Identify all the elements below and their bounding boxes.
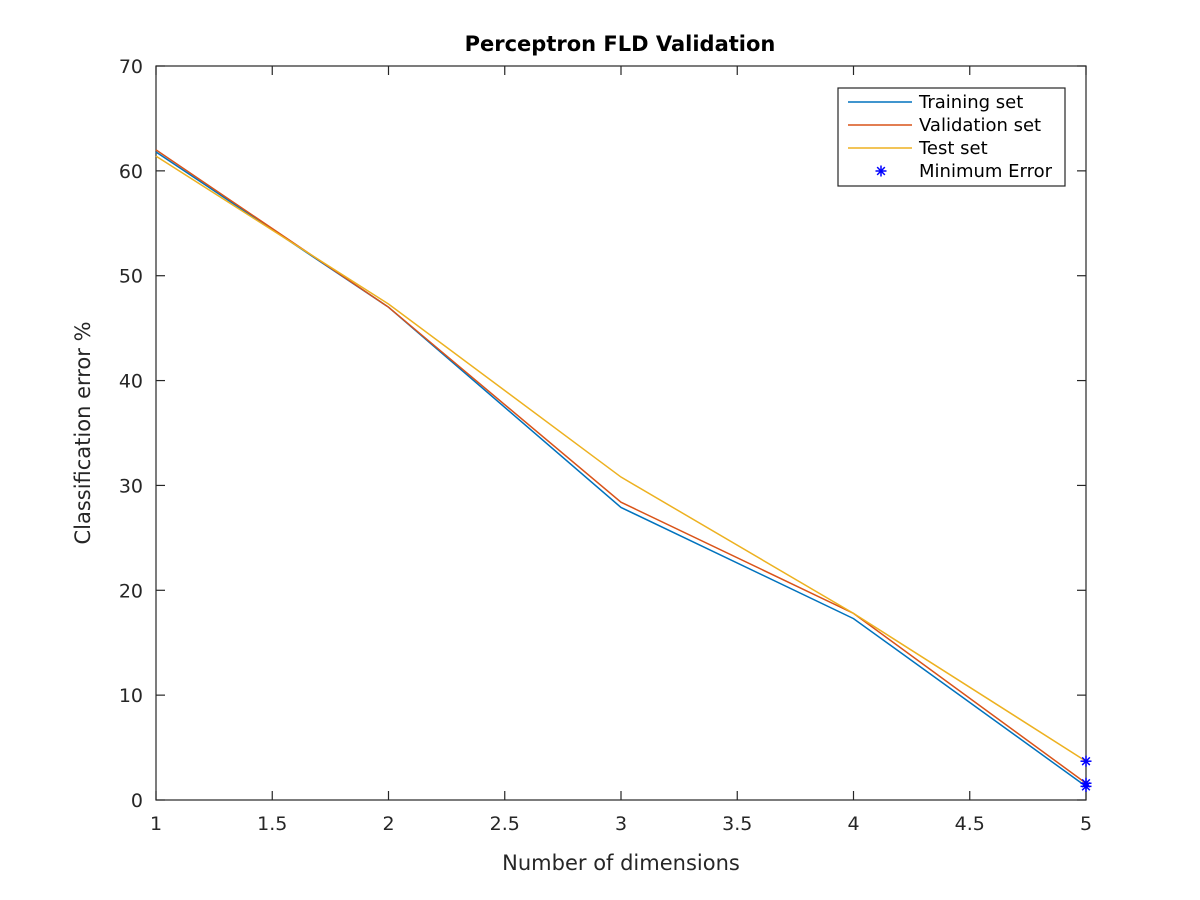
- x-tick-label: 4.5: [955, 813, 985, 835]
- y-tick-label: 0: [131, 790, 143, 812]
- legend-swatch-minimum-error: [875, 165, 887, 177]
- minimum-error-marker: [1080, 755, 1092, 767]
- y-tick-label: 50: [119, 266, 143, 288]
- x-tick-label: 1.5: [257, 813, 287, 835]
- x-axis-label: Number of dimensions: [502, 851, 740, 875]
- legend-label-validation-set: Validation set: [919, 115, 1041, 136]
- x-tick-label: 3: [615, 813, 627, 835]
- x-tick-label: 4: [847, 813, 859, 835]
- series-lines: [155, 149, 1087, 787]
- legend: Training set Validation set Test set Min…: [837, 87, 1066, 187]
- series-line-test-set: [155, 155, 1087, 762]
- legend-box: [837, 87, 1066, 187]
- legend-label-test-set: Test set: [918, 138, 988, 159]
- chart-title: Perceptron FLD Validation: [465, 32, 776, 56]
- legend-label-training-set: Training set: [918, 92, 1023, 113]
- x-tick-label: 3.5: [722, 813, 752, 835]
- x-tick-label: 1: [150, 813, 162, 835]
- y-tick-label: 60: [119, 161, 143, 183]
- y-tick-label: 10: [119, 685, 143, 707]
- x-tick-label: 2: [382, 813, 394, 835]
- y-axis: 0 10 20 30 40 50 60 70: [119, 56, 1086, 812]
- plot-area: [155, 65, 1087, 801]
- x-tick-label: 5: [1080, 813, 1092, 835]
- x-axis: 1 1.5 2 2.5 3 3.5 4 4.5 5: [150, 66, 1092, 835]
- y-axis-label: Classification error %: [71, 321, 95, 544]
- y-tick-label: 40: [119, 371, 143, 393]
- minimum-error-marker: [1080, 777, 1092, 789]
- y-tick-label: 30: [119, 475, 143, 497]
- legend-label-minimum-error: Minimum Error: [919, 161, 1053, 182]
- x-tick-label: 2.5: [490, 813, 520, 835]
- legend-marker-star: [875, 165, 887, 177]
- y-tick-label: 70: [119, 56, 143, 78]
- minimum-error-markers: [1080, 755, 1092, 792]
- y-tick-label: 20: [119, 580, 143, 602]
